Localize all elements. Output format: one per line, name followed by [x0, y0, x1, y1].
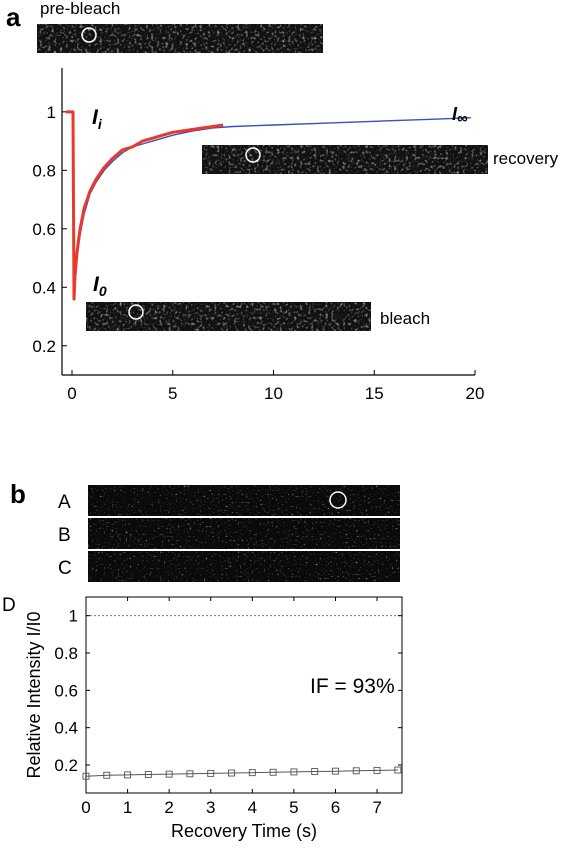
bleach-image: [86, 302, 371, 331]
x-tick-label: 0: [81, 798, 90, 817]
panel-label-b: b: [10, 479, 26, 509]
annotation-initial-intensity: Ii: [92, 106, 103, 132]
x-tick-label: 1: [123, 798, 132, 817]
y-tick-label: 0.8: [32, 161, 56, 180]
x-tick-label: 0: [67, 384, 76, 403]
x-tick-label: 2: [164, 798, 173, 817]
immobile-fraction-annotation: IF = 93%: [310, 675, 395, 698]
row-label-c: C: [58, 558, 72, 579]
y-tick-label: 1: [47, 103, 56, 122]
data-point: [144, 771, 152, 778]
y-tick-label: 0.2: [54, 756, 78, 775]
y-axis-title: Relative Intensity I/I0: [24, 611, 44, 778]
bleach-label: bleach: [380, 309, 430, 328]
panel-a-axes: 0 5 10 15 20 0.2 0.4 0.6 0.8 1: [32, 68, 484, 403]
x-tick-label: 4: [248, 798, 257, 817]
data-point: [269, 768, 277, 776]
bleach-region-marker: [128, 304, 144, 320]
y-tick-label: 0.6: [32, 220, 56, 239]
y-tick-label: 0.4: [54, 719, 78, 738]
x-axis-title: Recovery Time (s): [171, 821, 317, 841]
plot-frame: [85, 596, 403, 794]
x-tick-label: 3: [206, 798, 215, 817]
prebleach-image: [37, 24, 323, 53]
row-label-a: A: [58, 492, 71, 513]
x-tick-label: 6: [331, 798, 340, 817]
data-point: [82, 772, 90, 780]
bleach-region-marker: [329, 491, 347, 509]
x-tick-label: 10: [264, 384, 283, 403]
image-row-c: [88, 551, 400, 582]
x-tick-label: 5: [168, 384, 177, 403]
data-point: [103, 771, 111, 779]
y-tick-label: 0.4: [32, 278, 56, 297]
recovery-image: [202, 145, 488, 174]
panel-b-axes: 0 1 2 3 4 5 6 7 0.2 0.4 0.6 0.8 1 Recovery Time (s) Re…: [24, 596, 403, 841]
x-tick-label: 20: [466, 384, 485, 403]
data-point: [290, 768, 298, 776]
x-tick-label: 7: [372, 798, 381, 817]
y-tick-label: 1: [69, 607, 78, 626]
panel-label-a: a: [6, 2, 21, 32]
x-tick-label: 5: [289, 798, 298, 817]
data-point: [248, 769, 256, 777]
y-tick-label: 0.6: [54, 681, 78, 700]
annotation-bleached-intensity: I0: [93, 273, 107, 299]
data-series-line: [85, 769, 398, 777]
image-row-a: [88, 485, 400, 516]
image-row-b: [88, 518, 400, 549]
y-tick-label: 0.8: [54, 644, 78, 663]
data-point: [373, 766, 381, 774]
row-label-d: D: [2, 595, 16, 616]
data-point: [207, 769, 215, 777]
annotation-final-intensity: I∞: [452, 104, 468, 127]
data-point: [311, 768, 319, 775]
data-point: [332, 767, 339, 775]
y-tick-label: 0.2: [32, 337, 56, 356]
data-series-measured: [66, 110, 224, 301]
prebleach-label: pre-bleach: [40, 0, 120, 18]
data-point: [352, 767, 360, 775]
data-point: [228, 769, 235, 777]
x-tick-label: 15: [365, 384, 384, 403]
recovery-label: recovery: [493, 149, 559, 168]
data-point: [165, 770, 173, 778]
bleach-region-marker: [81, 27, 97, 43]
data-point: [394, 766, 402, 774]
bleach-region-marker: [245, 147, 261, 163]
row-label-b: B: [58, 525, 71, 546]
data-point: [124, 771, 132, 779]
data-point: [186, 770, 194, 778]
